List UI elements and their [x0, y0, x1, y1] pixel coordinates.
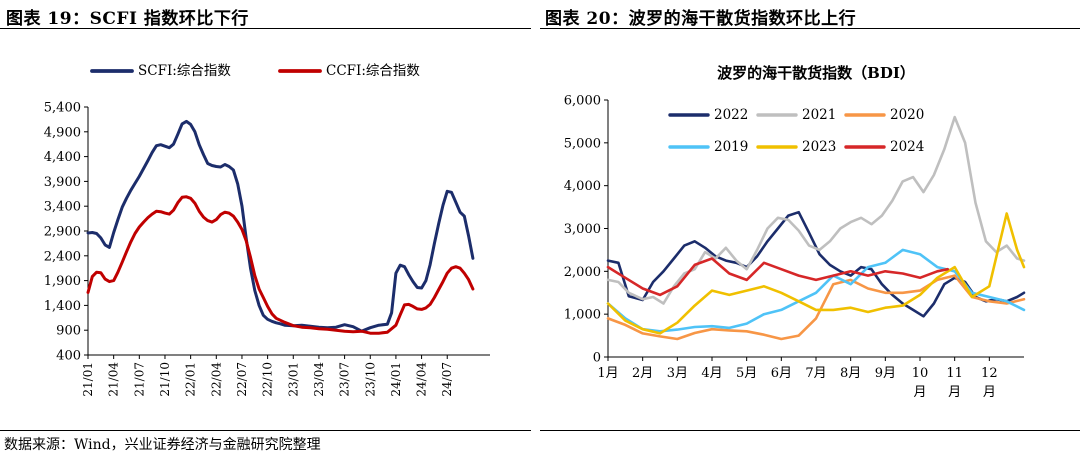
x-tick-label: 23/10: [363, 362, 377, 397]
legend-label-4: 2019: [714, 139, 748, 155]
x-tick-label: 10: [912, 366, 929, 381]
y-tick-label: 4,900: [44, 125, 81, 140]
y-tick-label: 2,900: [44, 225, 81, 240]
right-bottom-rule: [540, 430, 1080, 431]
x-tick-label: 22/10: [261, 362, 275, 397]
x-tick-label-unit: 月: [913, 385, 926, 400]
x-tick-label: 4月: [701, 366, 722, 381]
x-tick-label: 1月: [597, 366, 618, 381]
legend-label-6: 2024: [890, 139, 924, 155]
x-tick-label: 11: [946, 366, 963, 381]
x-tick-label: 3月: [667, 366, 688, 381]
right-title-rule: [540, 28, 1080, 29]
y-tick-label: 400: [56, 349, 81, 364]
x-tick-label: 23/07: [338, 362, 352, 397]
x-tick-label: 21/01: [81, 362, 95, 397]
legend-label-5: 2023: [802, 139, 836, 155]
y-tick-label: 6,000: [564, 94, 601, 109]
series-line-5: [606, 212, 1026, 335]
x-tick-label: 24/04: [415, 362, 429, 397]
y-tick-label: 1,400: [44, 299, 81, 314]
x-tick-label: 2月: [632, 366, 653, 381]
x-tick-label: 7月: [805, 366, 826, 381]
x-tick-label: 22/07: [235, 362, 249, 397]
x-tick-label: 12: [981, 366, 998, 381]
x-tick-label: 6月: [771, 366, 792, 381]
x-tick-label: 24/01: [389, 362, 403, 397]
x-tick-label: 24/07: [440, 362, 454, 397]
y-tick-label: 2,400: [44, 249, 81, 264]
x-tick-label: 23/01: [286, 362, 300, 397]
y-tick-label: 4,400: [44, 150, 81, 165]
x-tick-label-unit: 月: [983, 385, 996, 400]
x-tick-label: 8月: [840, 366, 861, 381]
y-tick-label: 1,000: [564, 308, 601, 323]
bdi-chart: 波罗的海干散货指数（BDI） 0 1,000 2,000 3,000 4,000 5,000…: [564, 64, 1026, 400]
series-line-2: [86, 195, 475, 335]
y-tick-label: 1,900: [44, 274, 81, 289]
x-tick-label: 22/04: [209, 362, 223, 397]
series-line-4: [606, 248, 1026, 333]
series-line-1: [86, 119, 475, 333]
legend-label-2: CCFI:综合指数: [326, 63, 420, 79]
chart-title: 波罗的海干散货指数（BDI）: [717, 64, 915, 82]
left-bottom-rule: [0, 430, 531, 431]
x-tick-label: 22/01: [184, 362, 198, 397]
legend-label-1: 2022: [714, 107, 748, 123]
y-tick-label: 4,000: [564, 179, 601, 194]
x-tick-label: 23/04: [312, 362, 326, 397]
y-tick-label: 3,400: [44, 200, 81, 215]
x-tick-label: 21/10: [158, 362, 172, 397]
series-line-6: [606, 257, 950, 297]
left-title-rule: [0, 28, 531, 29]
y-tick-label: 5,400: [44, 101, 81, 116]
series-line-3: [606, 274, 1026, 341]
y-tick-label: 900: [56, 324, 81, 339]
right-figure-title: 图表 20：波罗的海干散货指数环比上行: [545, 9, 857, 29]
x-tick-label: 9月: [875, 366, 896, 381]
y-tick-label: 3,900: [44, 175, 81, 190]
legend-label-2: 2021: [802, 107, 836, 123]
x-tick-label: 21/04: [107, 362, 121, 397]
y-tick-label: 0: [593, 351, 601, 366]
x-tick-label: 21/07: [132, 362, 146, 397]
left-figure-title: 图表 19：SCFI 指数环比下行: [6, 9, 249, 29]
series-line-2: [606, 115, 1026, 305]
legend-label-3: 2020: [890, 107, 924, 123]
x-tick-label: 5月: [736, 366, 757, 381]
y-tick-label: 2,000: [564, 265, 601, 280]
y-tick-label: 3,000: [564, 222, 601, 237]
series-line-1: [606, 210, 1026, 318]
data-source-note: 数据来源：Wind，兴业证券经济与金融研究院整理: [4, 437, 321, 453]
legend-label-1: SCFI:综合指数: [138, 63, 231, 79]
scfi-ccfi-chart: 400 900 1,400 1,900 2,400 2,900 3,400 3,900 4,40…: [44, 63, 490, 397]
y-tick-label: 5,000: [564, 136, 601, 151]
x-tick-label-unit: 月: [948, 385, 961, 400]
